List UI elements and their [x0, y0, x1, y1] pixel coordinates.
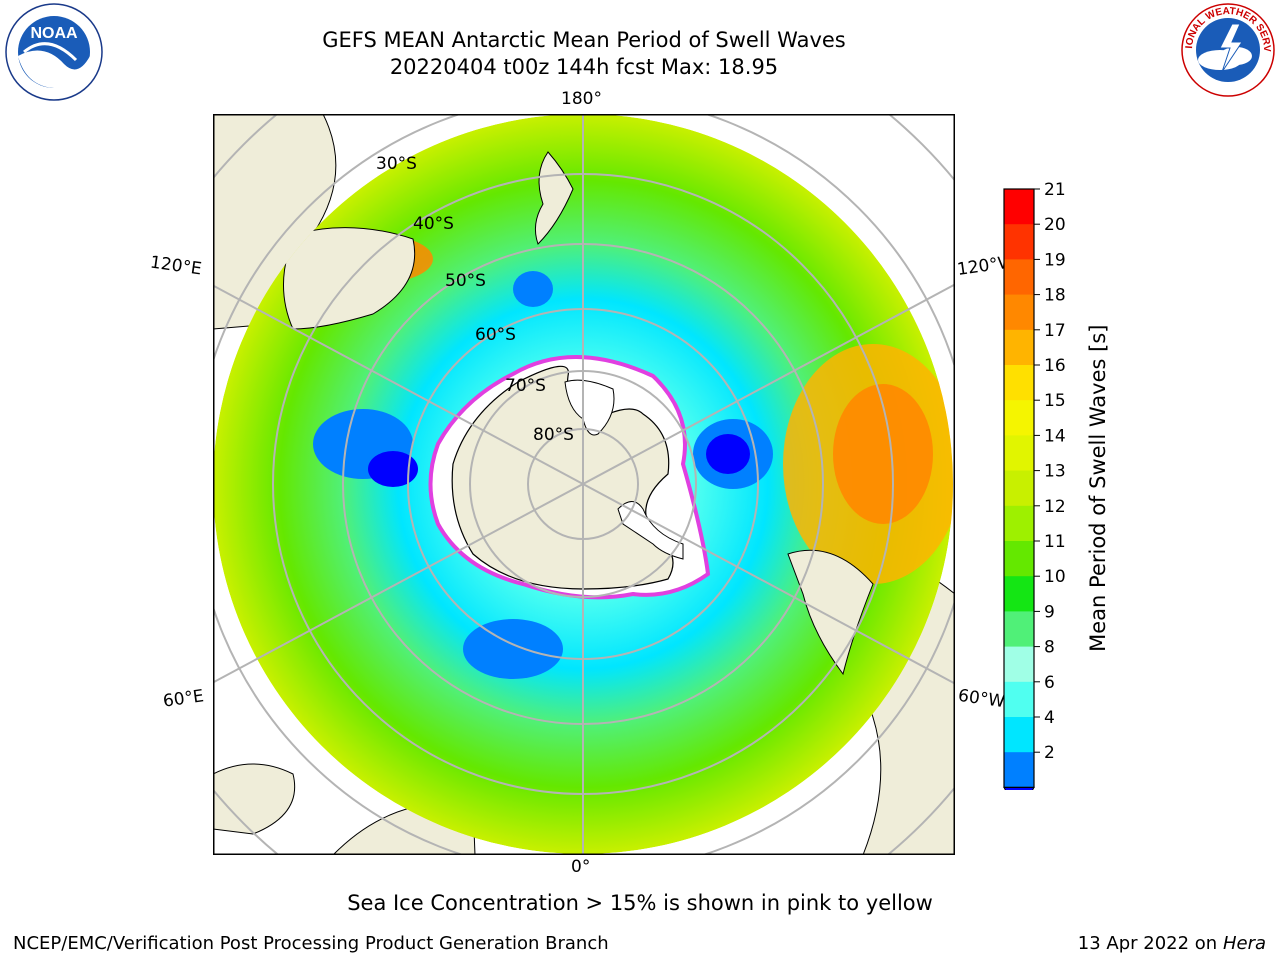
colorbar-tick-label: 14: [1044, 426, 1066, 446]
nws-logo: NATIONAL WEATHER SERVICE: [1176, 0, 1276, 98]
colorbar-segment: [1004, 541, 1034, 577]
lon-label-top: 180°: [561, 89, 602, 109]
colorbar-tick-label: 18: [1044, 286, 1066, 306]
colorbar-segment: [1004, 752, 1034, 788]
land-madagascar: [213, 763, 296, 835]
colorbar-segment: [1004, 435, 1034, 472]
colorbar-segment: [1004, 505, 1034, 542]
colorbar-frame: [1003, 188, 1035, 789]
colorbar-svg: 21 20 19 18 17 16 15 14 13 12 11 10 9 8 6 4 2 Mean Period…: [1003, 180, 1110, 817]
colorbar-segment: [1004, 576, 1034, 612]
colorbar-segment: [1004, 717, 1034, 753]
lon-label-bottom: 0°: [571, 857, 591, 877]
footer-date-text: 13 Apr 2022 on: [1077, 933, 1223, 954]
lat-label-80s: 80°S: [533, 425, 574, 445]
colorbar-tick-label: 11: [1044, 532, 1066, 552]
lat-label-60s: 60°S: [475, 325, 516, 345]
lat-label-70s: 70°S: [505, 376, 546, 396]
colorbar: 21 20 19 18 17 16 15 14 13 12 11 10 9 8 6 4 2 Mean Period…: [995, 180, 1115, 817]
chart-title: GEFS MEAN Antarctic Mean Period of Swell…: [322, 28, 846, 52]
ice-shelf-ronne: [564, 379, 615, 436]
colorbar-segment: [1004, 224, 1034, 260]
colorbar-tick-label: 21: [1044, 180, 1066, 200]
low-period-region-south: [463, 619, 563, 679]
map-frame: [213, 114, 955, 855]
colorbar-tick-label: 2: [1044, 743, 1055, 763]
footer-host: Hera: [1222, 933, 1266, 954]
noaa-logo-text: NOAA: [30, 25, 78, 42]
lat-label-30s: 30°S: [376, 154, 417, 174]
colorbar-tick-label: 13: [1044, 462, 1066, 482]
colorbar-segment: [1004, 329, 1034, 366]
colorbar-tick-label: 10: [1044, 567, 1066, 587]
colorbar-segment: [1004, 681, 1034, 718]
colorbar-tick-label: 12: [1044, 497, 1066, 517]
lon-label-lower-left: 60°E: [161, 686, 206, 712]
colorbar-segment: [1004, 646, 1034, 683]
colorbar-segment: [1004, 294, 1034, 331]
polar-map: 30°S 40°S 50°S 60°S 70°S 80°S: [213, 114, 955, 855]
chart-subtitle: 20220404 t00z 144h fcst Max: 18.95: [389, 55, 779, 79]
colorbar-tick-label: 15: [1044, 391, 1066, 411]
colorbar-segment: [1004, 259, 1034, 296]
sea-ice-caption: Sea Ice Concentration > 15% is shown in …: [347, 891, 933, 915]
colorbar-tick-label: 16: [1044, 356, 1066, 376]
colorbar-tick-label: 19: [1044, 250, 1066, 270]
colorbar-segment: [1004, 611, 1034, 648]
lat-label-40s: 40°S: [413, 214, 454, 234]
lon-label-upper-left: 120°E: [148, 252, 203, 280]
colorbar-tick-label: 8: [1044, 638, 1055, 658]
colorbar-segment: [1004, 470, 1034, 507]
colorbar-segment: [1004, 189, 1034, 225]
colorbar-tick-label: 6: [1044, 673, 1055, 693]
colorbar-segment: [1004, 365, 1034, 401]
footer-date: 13 Apr 2022 on Hera: [1078, 933, 1266, 954]
colorbar-tick-label: 4: [1044, 708, 1055, 728]
colorbar-tick-label: 20: [1044, 215, 1066, 235]
land-australia-south: [282, 227, 416, 330]
noaa-logo: NOAA: [4, 2, 104, 102]
colorbar-label: Mean Period of Swell Waves [s]: [1086, 325, 1110, 652]
footer-credit: NCEP/EMC/Verification Post Processing Pr…: [13, 933, 609, 954]
colorbar-segment: [1004, 400, 1034, 436]
ice-shelf-ross: [617, 501, 684, 560]
colorbar-tick-label: 17: [1044, 321, 1066, 341]
graticule: [213, 114, 955, 855]
colorbar-tick-label: 9: [1044, 602, 1055, 622]
lat-label-50s: 50°S: [445, 271, 486, 291]
